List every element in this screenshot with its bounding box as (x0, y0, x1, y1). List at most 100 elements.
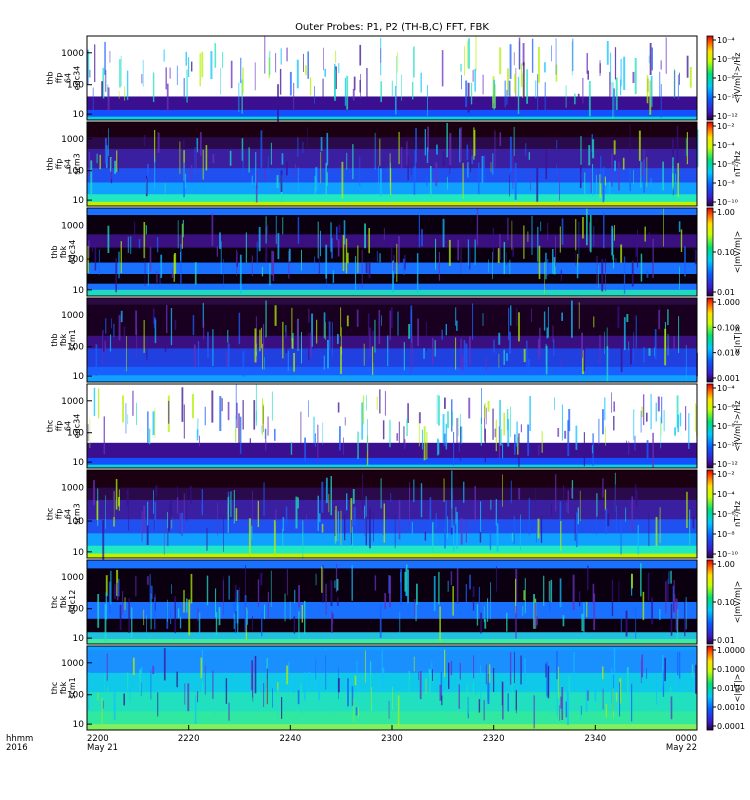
spectral-streak (561, 359, 562, 368)
spectral-streak (180, 252, 181, 261)
spectral-streak (616, 505, 617, 533)
spectral-streak (109, 51, 111, 63)
spectral-streak (541, 431, 543, 453)
spectral-streak (641, 406, 643, 418)
spectral-streak (197, 418, 199, 437)
spectral-streak (102, 330, 103, 365)
spectral-streak (467, 82, 470, 113)
spectral-streak (252, 490, 253, 527)
spectral-streak (143, 135, 146, 147)
spectral-streak (427, 85, 428, 116)
spectral-streak (518, 312, 520, 342)
spectral-streak (191, 61, 193, 72)
panel-label-line: thb (50, 333, 59, 346)
spectral-streak (463, 481, 465, 503)
spectral-streak (124, 86, 126, 101)
colorbar-scale (706, 469, 714, 559)
y-tick-label: 1000 (61, 311, 84, 321)
spectral-streak (235, 428, 237, 442)
spectral-streak (484, 619, 487, 629)
spectral-streak (302, 141, 304, 153)
spectral-streak (274, 305, 277, 326)
colorbar-tick-label: 10⁻⁶ (717, 160, 735, 169)
spectral-streak (581, 332, 583, 358)
spectral-streak (183, 162, 185, 198)
spectral-streak (555, 474, 557, 512)
spectral-band (87, 289, 697, 297)
spectral-streak (282, 517, 285, 531)
spectral-streak (475, 36, 477, 72)
spectral-streak (145, 179, 147, 194)
spectral-streak (314, 256, 315, 271)
spectral-streak (314, 175, 316, 195)
spectral-streak (242, 149, 244, 178)
spectral-streak (400, 569, 402, 605)
spectral-streak (650, 75, 653, 107)
spectral-streak (413, 479, 415, 502)
spectral-streak (350, 498, 353, 533)
spectral-streak (169, 67, 171, 79)
spectral-streak (620, 244, 623, 263)
spectral-streak (664, 657, 666, 682)
spectral-streak (298, 611, 300, 640)
spectral-streak (346, 493, 348, 511)
spectral-streak (181, 387, 184, 422)
spectral-streak (336, 578, 339, 591)
spectral-streak (135, 575, 137, 597)
spectral-streak (433, 576, 436, 611)
spectral-streak (313, 416, 315, 443)
spectral-streak (404, 439, 406, 449)
spectral-streak (417, 318, 419, 346)
spectral-streak (409, 488, 410, 527)
spectral-streak (343, 220, 346, 245)
spectral-streak (132, 657, 135, 676)
spectral-streak (489, 664, 491, 683)
spectral-streak (649, 43, 652, 75)
spectral-streak (139, 669, 142, 692)
spectral-streak (379, 253, 381, 263)
spectral-streak (623, 256, 626, 294)
spectral-streak (289, 71, 292, 96)
spectral-streak (152, 308, 155, 325)
spectral-streak (472, 600, 475, 611)
spectral-streak (262, 324, 265, 354)
spectral-streak (614, 484, 616, 512)
time-tick-label: 0000 (675, 734, 697, 744)
spectral-streak (255, 384, 257, 422)
spectral-streak (592, 433, 594, 466)
spectral-streak (649, 80, 652, 115)
spectral-streak (531, 308, 532, 322)
spectral-streak (543, 575, 545, 606)
spectral-streak (210, 51, 213, 80)
spectral-streak (257, 500, 259, 528)
spectral-streak (97, 692, 99, 701)
spectral-streak (579, 591, 581, 607)
spectral-streak (336, 443, 339, 454)
spectral-streak (257, 351, 258, 361)
spectral-streak (619, 678, 622, 704)
colorbar: 10⁻⁴ 10⁻⁶ 10⁻⁸ 10⁻¹⁰ 10⁻¹² <|V/m|²>/Hz (706, 35, 742, 121)
spectral-streak (203, 319, 205, 340)
spectral-streak (499, 47, 502, 75)
spectral-streak (308, 332, 310, 361)
spectral-streak (667, 578, 669, 602)
spectral-streak (197, 608, 199, 621)
spectral-streak (613, 415, 615, 431)
spectral-streak (114, 160, 116, 174)
spectral-streak (466, 684, 469, 717)
colorbar-tick-label: 10⁻⁸ (717, 179, 735, 188)
spectral-streak (196, 138, 199, 153)
spectral-streak (176, 497, 179, 514)
spectral-streak (271, 250, 274, 276)
spectral-streak (392, 262, 394, 271)
spectral-streak (589, 222, 590, 252)
spectral-streak (633, 409, 635, 441)
spectral-streak (315, 573, 317, 586)
spectral-streak (380, 478, 382, 509)
spectral-streak (96, 500, 99, 520)
spectral-streak (495, 499, 497, 526)
spectral-streak (353, 697, 355, 722)
spectral-streak (444, 649, 446, 677)
spectral-streak (561, 404, 563, 441)
spectral-streak (112, 490, 115, 517)
